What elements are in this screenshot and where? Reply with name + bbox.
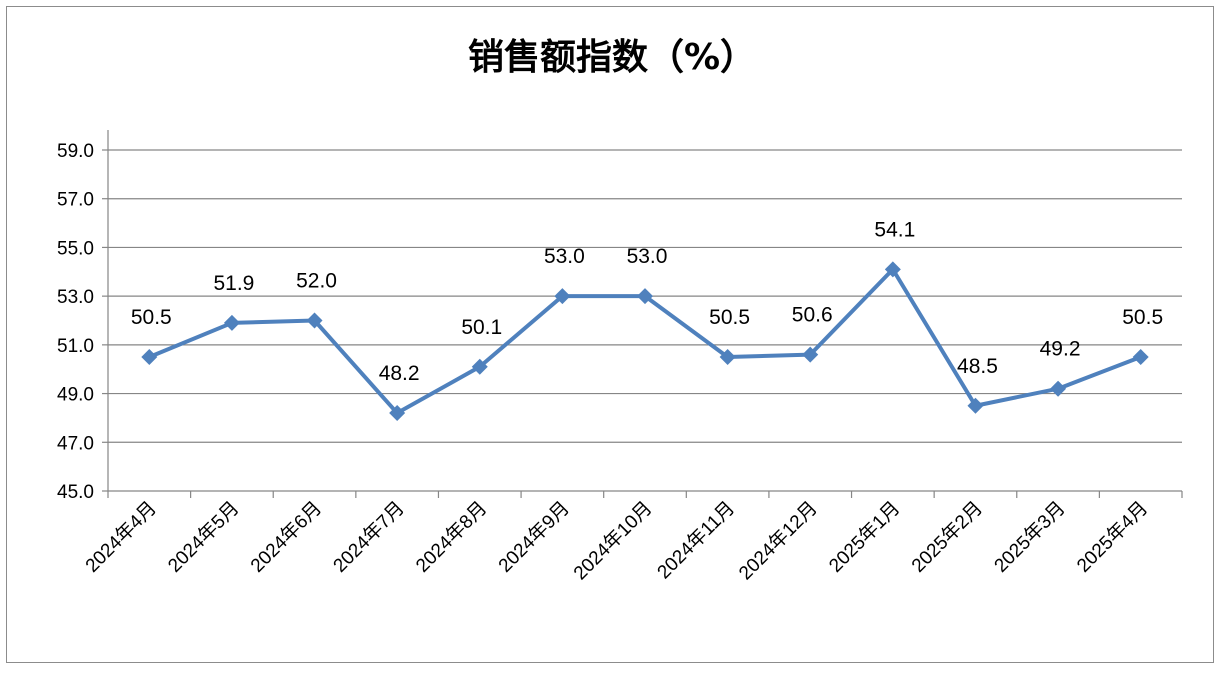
x-tick-label: 2024年5月 [164, 497, 244, 577]
x-tick-label: 2024年4月 [81, 497, 161, 577]
x-tick-label: 2024年6月 [246, 497, 326, 577]
data-label: 51.9 [213, 272, 254, 295]
y-tick-label: 49.0 [57, 385, 94, 406]
data-label: 53.0 [544, 245, 585, 268]
data-point-marker [223, 314, 240, 331]
data-labels: 50.5 51.9 52.0 48.2 50.1 53.0 53.0 50.5 50.6 54.1… [131, 218, 1163, 385]
x-tick-label: 2024年8月 [412, 497, 492, 577]
data-point-marker [1132, 349, 1149, 366]
x-tick-label: 2024年7月 [329, 497, 409, 577]
data-label: 49.2 [1040, 338, 1081, 361]
chart-title: 销售额指数（%） [467, 37, 757, 78]
data-point-marker [554, 288, 571, 305]
data-label: 50.5 [1122, 306, 1163, 329]
data-point-marker [637, 288, 653, 305]
y-tick-label: 57.0 [57, 190, 94, 211]
x-tick-label: 2024年11月 [653, 497, 739, 583]
data-label: 53.0 [627, 245, 668, 268]
y-tick-label: 51.0 [57, 336, 94, 357]
x-tick-labels: 2024年4月 2024年5月 2024年6月 2024年7月 2024年8月 2024年… [81, 497, 1152, 584]
data-label: 52.0 [296, 270, 337, 293]
data-label: 50.6 [792, 304, 833, 327]
y-tick-label: 59.0 [57, 141, 94, 162]
x-tick-label: 2024年12月 [735, 497, 822, 584]
data-point-marker [471, 358, 488, 375]
data-label: 50.5 [131, 306, 172, 329]
x-tick-label: 2025年3月 [990, 497, 1070, 577]
data-point-marker [141, 349, 158, 366]
axes [107, 130, 1183, 498]
x-tick-label: 2025年2月 [907, 497, 987, 577]
y-tick-labels: 45.0 47.0 49.0 51.0 53.0 55.0 57.0 59.0 [57, 141, 94, 503]
x-tick-label: 2025年4月 [1072, 497, 1152, 577]
data-label: 50.5 [709, 306, 750, 329]
data-point-marker [967, 397, 984, 414]
y-tick-label: 47.0 [57, 433, 94, 454]
data-point-marker [884, 261, 901, 278]
x-tick-label: 2025年1月 [825, 497, 905, 577]
data-point-marker [306, 312, 323, 329]
data-point-marker [802, 346, 819, 363]
data-point-marker [1050, 380, 1067, 397]
data-point-marker [389, 405, 406, 422]
x-tick-label: 2024年9月 [494, 497, 574, 577]
x-tick-label: 2024年10月 [569, 497, 656, 584]
y-tick-label: 53.0 [57, 287, 94, 308]
y-tick-label: 55.0 [57, 238, 94, 259]
data-label: 54.1 [874, 218, 915, 241]
data-label: 48.5 [957, 355, 998, 378]
series-markers [141, 261, 1149, 422]
y-tick-label: 45.0 [57, 482, 94, 503]
data-point-marker [719, 349, 736, 366]
data-label: 48.2 [379, 362, 420, 385]
data-label: 50.1 [461, 316, 502, 339]
